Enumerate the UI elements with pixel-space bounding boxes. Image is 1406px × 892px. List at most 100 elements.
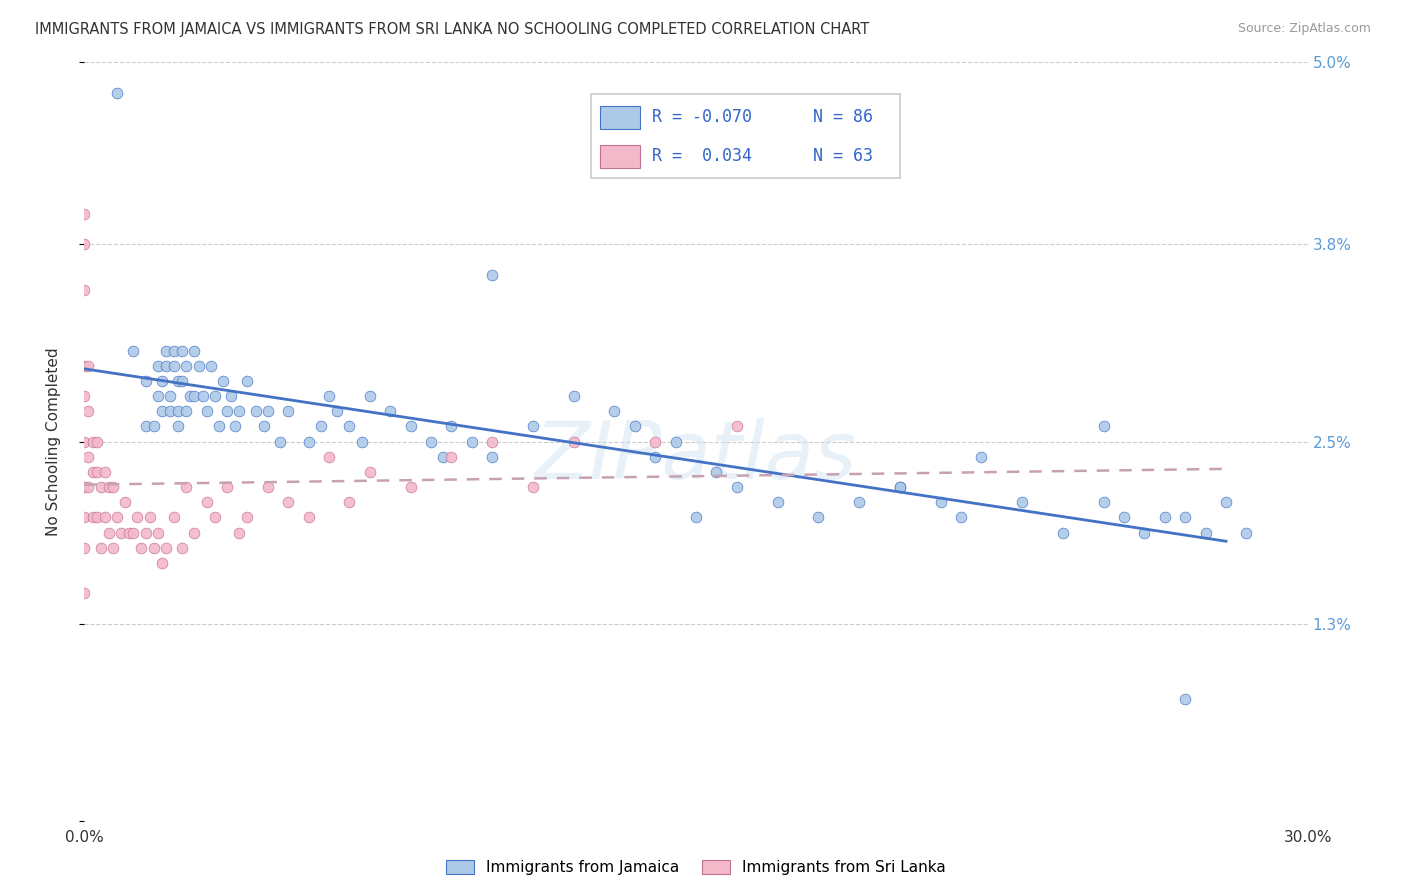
- Point: [77, 404, 100, 418]
- Point: [245, 404, 267, 418]
- Point: [1154, 510, 1177, 524]
- Point: [970, 450, 993, 464]
- Point: [146, 525, 169, 540]
- Point: [172, 541, 194, 555]
- Point: [217, 480, 239, 494]
- Point: [172, 343, 194, 358]
- Point: [236, 374, 259, 388]
- Point: [1092, 495, 1115, 509]
- Point: [481, 450, 503, 464]
- Point: [174, 404, 197, 418]
- Point: [90, 541, 112, 555]
- Point: [200, 359, 222, 373]
- Point: [318, 389, 340, 403]
- Point: [1011, 495, 1033, 509]
- Point: [82, 510, 104, 524]
- Point: [1195, 525, 1218, 540]
- Text: R =  0.034: R = 0.034: [652, 147, 752, 165]
- Point: [86, 465, 108, 479]
- Text: N = 63: N = 63: [813, 147, 873, 165]
- Text: ZIPatlas: ZIPatlas: [534, 417, 858, 496]
- Point: [298, 434, 321, 449]
- Point: [159, 389, 181, 403]
- Point: [73, 389, 96, 403]
- Point: [257, 404, 280, 418]
- Point: [204, 510, 226, 524]
- Point: [929, 495, 952, 509]
- Point: [73, 207, 96, 221]
- Point: [73, 480, 96, 494]
- Point: [73, 586, 96, 600]
- Point: [82, 434, 104, 449]
- Point: [97, 525, 120, 540]
- Point: [73, 237, 96, 252]
- Point: [179, 389, 201, 403]
- Point: [461, 434, 484, 449]
- Point: [208, 419, 231, 434]
- Point: [350, 434, 373, 449]
- Point: [163, 359, 186, 373]
- Point: [155, 541, 177, 555]
- Point: [86, 510, 108, 524]
- Point: [187, 359, 209, 373]
- Point: [326, 404, 349, 418]
- Point: [380, 404, 402, 418]
- Point: [101, 480, 124, 494]
- Point: [481, 268, 503, 282]
- Point: [298, 510, 321, 524]
- Point: [135, 525, 157, 540]
- Point: [257, 480, 280, 494]
- Point: [889, 480, 911, 494]
- Point: [706, 465, 728, 479]
- Point: [77, 480, 100, 494]
- Point: [359, 389, 381, 403]
- Point: [82, 465, 104, 479]
- Point: [167, 404, 190, 418]
- Text: N = 86: N = 86: [813, 108, 873, 126]
- Point: [73, 510, 96, 524]
- Point: [135, 419, 157, 434]
- Point: [122, 343, 145, 358]
- Point: [212, 374, 235, 388]
- Text: R = -0.070: R = -0.070: [652, 108, 752, 126]
- Point: [339, 419, 361, 434]
- Point: [725, 419, 748, 434]
- Point: [204, 389, 226, 403]
- Point: [339, 495, 361, 509]
- Point: [217, 404, 239, 418]
- Point: [481, 434, 503, 449]
- Point: [93, 510, 115, 524]
- Point: [183, 525, 205, 540]
- Point: [359, 465, 381, 479]
- Text: Source: ZipAtlas.com: Source: ZipAtlas.com: [1237, 22, 1371, 36]
- Point: [195, 404, 218, 418]
- Point: [236, 510, 259, 524]
- Point: [122, 525, 145, 540]
- Point: [73, 283, 96, 297]
- Point: [191, 389, 214, 403]
- Point: [644, 450, 666, 464]
- Point: [90, 480, 112, 494]
- Point: [685, 510, 707, 524]
- Point: [183, 389, 205, 403]
- Point: [269, 434, 291, 449]
- Point: [110, 525, 132, 540]
- Point: [766, 495, 789, 509]
- Point: [73, 359, 96, 373]
- Point: [562, 389, 585, 403]
- Point: [432, 450, 454, 464]
- Point: [150, 556, 173, 570]
- Point: [183, 343, 205, 358]
- Point: [159, 404, 181, 418]
- Legend: Immigrants from Jamaica, Immigrants from Sri Lanka: Immigrants from Jamaica, Immigrants from…: [440, 854, 952, 881]
- Point: [440, 419, 463, 434]
- Point: [1133, 525, 1156, 540]
- Point: [127, 510, 149, 524]
- Point: [665, 434, 688, 449]
- Point: [105, 86, 128, 100]
- Point: [86, 434, 108, 449]
- Point: [114, 495, 136, 509]
- Point: [1215, 495, 1237, 509]
- Point: [725, 480, 748, 494]
- Point: [562, 434, 585, 449]
